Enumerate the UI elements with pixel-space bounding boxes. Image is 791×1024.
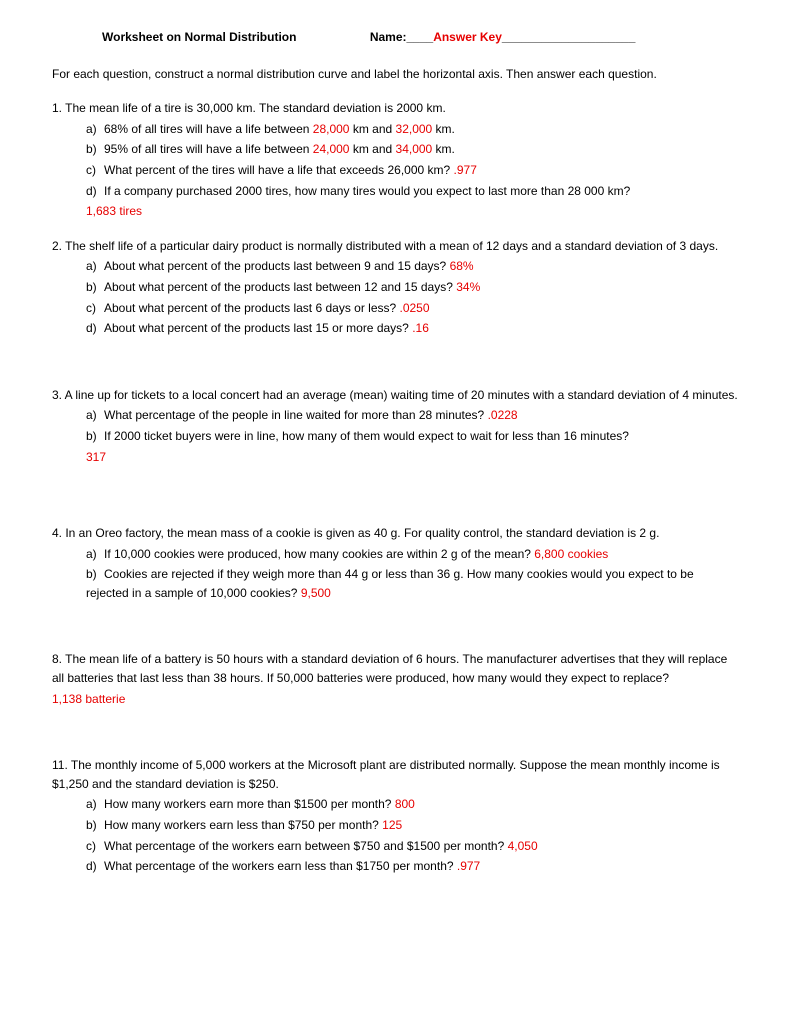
- q1-a-ans1: 28,000: [313, 122, 350, 136]
- q2-sublist: a)About what percent of the products las…: [52, 257, 739, 337]
- q1-b-pre: 95% of all tires will have a life betwee…: [104, 142, 313, 156]
- q1-c: c)What percent of the tires will have a …: [86, 161, 739, 180]
- worksheet-title: Worksheet on Normal Distribution: [102, 30, 296, 44]
- q8-ans: 1,138 batterie: [52, 690, 739, 709]
- q3-stem: 3. A line up for tickets to a local conc…: [52, 386, 739, 405]
- q3-b-ans: 317: [52, 448, 739, 467]
- q1-a-ans2: 32,000: [396, 122, 433, 136]
- q2-d-ans: .16: [412, 321, 429, 335]
- q1-d-text: If a company purchased 2000 tires, how m…: [104, 184, 630, 198]
- q1-d-ans: 1,683 tires: [52, 202, 739, 221]
- q8-stem: 8. The mean life of a battery is 50 hour…: [52, 650, 739, 687]
- question-11: 11. The monthly income of 5,000 workers …: [52, 756, 739, 876]
- q4-a-ans: 6,800 cookies: [534, 547, 608, 561]
- q2-d: d)About what percent of the products las…: [86, 319, 739, 338]
- q4-stem: 4. In an Oreo factory, the mean mass of …: [52, 524, 739, 543]
- letter-a: a): [86, 257, 104, 276]
- q2-c-pre: About what percent of the products last …: [104, 301, 400, 315]
- q2-b-ans: 34%: [456, 280, 480, 294]
- q1-sublist: a)68% of all tires will have a life betw…: [52, 120, 739, 200]
- question-1: 1. The mean life of a tire is 30,000 km.…: [52, 99, 739, 221]
- q1-a-mid: km and: [349, 122, 395, 136]
- q11-d: d)What percentage of the workers earn le…: [86, 857, 739, 876]
- q4-b: b)Cookies are rejected if they weigh mor…: [86, 565, 739, 602]
- q11-d-pre: What percentage of the workers earn less…: [104, 859, 457, 873]
- q3-b: b)If 2000 ticket buyers were in line, ho…: [86, 427, 739, 446]
- worksheet-page: Worksheet on Normal Distribution Name:__…: [0, 0, 791, 1024]
- letter-c: c): [86, 161, 104, 180]
- q11-c: c)What percentage of the workers earn be…: [86, 837, 739, 856]
- q4-sublist: a)If 10,000 cookies were produced, how m…: [52, 545, 739, 603]
- q1-b-post: km.: [432, 142, 455, 156]
- question-3: 3. A line up for tickets to a local conc…: [52, 386, 739, 466]
- q1-a: a)68% of all tires will have a life betw…: [86, 120, 739, 139]
- letter-b: b): [86, 278, 104, 297]
- name-section: Name:____Answer Key____________________: [370, 30, 636, 44]
- q11-b-pre: How many workers earn less than $750 per…: [104, 818, 382, 832]
- letter-c: c): [86, 837, 104, 856]
- q1-b-ans2: 34,000: [396, 142, 433, 156]
- name-blank: ____________________: [502, 30, 635, 44]
- q11-c-pre: What percentage of the workers earn betw…: [104, 839, 508, 853]
- question-4: 4. In an Oreo factory, the mean mass of …: [52, 524, 739, 602]
- letter-d: d): [86, 182, 104, 201]
- q1-c-pre: What percent of the tires will have a li…: [104, 163, 454, 177]
- letter-a: a): [86, 795, 104, 814]
- q1-b-mid: km and: [349, 142, 395, 156]
- q3-b-text: If 2000 ticket buyers were in line, how …: [104, 429, 629, 443]
- q2-stem: 2. The shelf life of a particular dairy …: [52, 237, 739, 256]
- q1-a-pre: 68% of all tires will have a life betwee…: [104, 122, 313, 136]
- answer-key-label: Answer Key: [433, 30, 502, 44]
- q1-a-post: km.: [432, 122, 455, 136]
- q4-b-ans: 9,500: [301, 586, 331, 600]
- letter-b: b): [86, 140, 104, 159]
- q4-a: a)If 10,000 cookies were produced, how m…: [86, 545, 739, 564]
- letter-b: b): [86, 565, 104, 584]
- question-8: 8. The mean life of a battery is 50 hour…: [52, 650, 739, 708]
- q2-a-ans: 68%: [450, 259, 474, 273]
- q2-c-ans: .0250: [400, 301, 430, 315]
- question-2: 2. The shelf life of a particular dairy …: [52, 237, 739, 338]
- letter-b: b): [86, 816, 104, 835]
- letter-d: d): [86, 319, 104, 338]
- q2-d-pre: About what percent of the products last …: [104, 321, 412, 335]
- q11-stem: 11. The monthly income of 5,000 workers …: [52, 756, 739, 793]
- name-label: Name:____: [370, 30, 433, 44]
- q2-a: a)About what percent of the products las…: [86, 257, 739, 276]
- letter-a: a): [86, 406, 104, 425]
- q11-a-pre: How many workers earn more than $1500 pe…: [104, 797, 395, 811]
- q4-a-pre: If 10,000 cookies were produced, how man…: [104, 547, 534, 561]
- letter-a: a): [86, 120, 104, 139]
- q1-b: b)95% of all tires will have a life betw…: [86, 140, 739, 159]
- q2-b-pre: About what percent of the products last …: [104, 280, 456, 294]
- q4-b-pre: Cookies are rejected if they weigh more …: [86, 567, 694, 600]
- q1-b-ans1: 24,000: [313, 142, 350, 156]
- q11-sublist: a)How many workers earn more than $1500 …: [52, 795, 739, 875]
- letter-c: c): [86, 299, 104, 318]
- q11-c-ans: 4,050: [508, 839, 538, 853]
- q3-a-pre: What percentage of the people in line wa…: [104, 408, 488, 422]
- letter-b: b): [86, 427, 104, 446]
- q11-a-ans: 800: [395, 797, 415, 811]
- q11-b: b)How many workers earn less than $750 p…: [86, 816, 739, 835]
- q11-b-ans: 125: [382, 818, 402, 832]
- q11-a: a)How many workers earn more than $1500 …: [86, 795, 739, 814]
- q2-c: c)About what percent of the products las…: [86, 299, 739, 318]
- q1-c-ans: .977: [454, 163, 477, 177]
- q3-a: a)What percentage of the people in line …: [86, 406, 739, 425]
- worksheet-header: Worksheet on Normal Distribution Name:__…: [52, 28, 739, 47]
- q3-sublist: a)What percentage of the people in line …: [52, 406, 739, 445]
- intro-text: For each question, construct a normal di…: [52, 65, 739, 84]
- q1-stem: 1. The mean life of a tire is 30,000 km.…: [52, 99, 739, 118]
- q3-a-ans: .0228: [488, 408, 518, 422]
- q2-a-pre: About what percent of the products last …: [104, 259, 450, 273]
- letter-a: a): [86, 545, 104, 564]
- q1-d: d)If a company purchased 2000 tires, how…: [86, 182, 739, 201]
- letter-d: d): [86, 857, 104, 876]
- q11-d-ans: .977: [457, 859, 480, 873]
- q2-b: b)About what percent of the products las…: [86, 278, 739, 297]
